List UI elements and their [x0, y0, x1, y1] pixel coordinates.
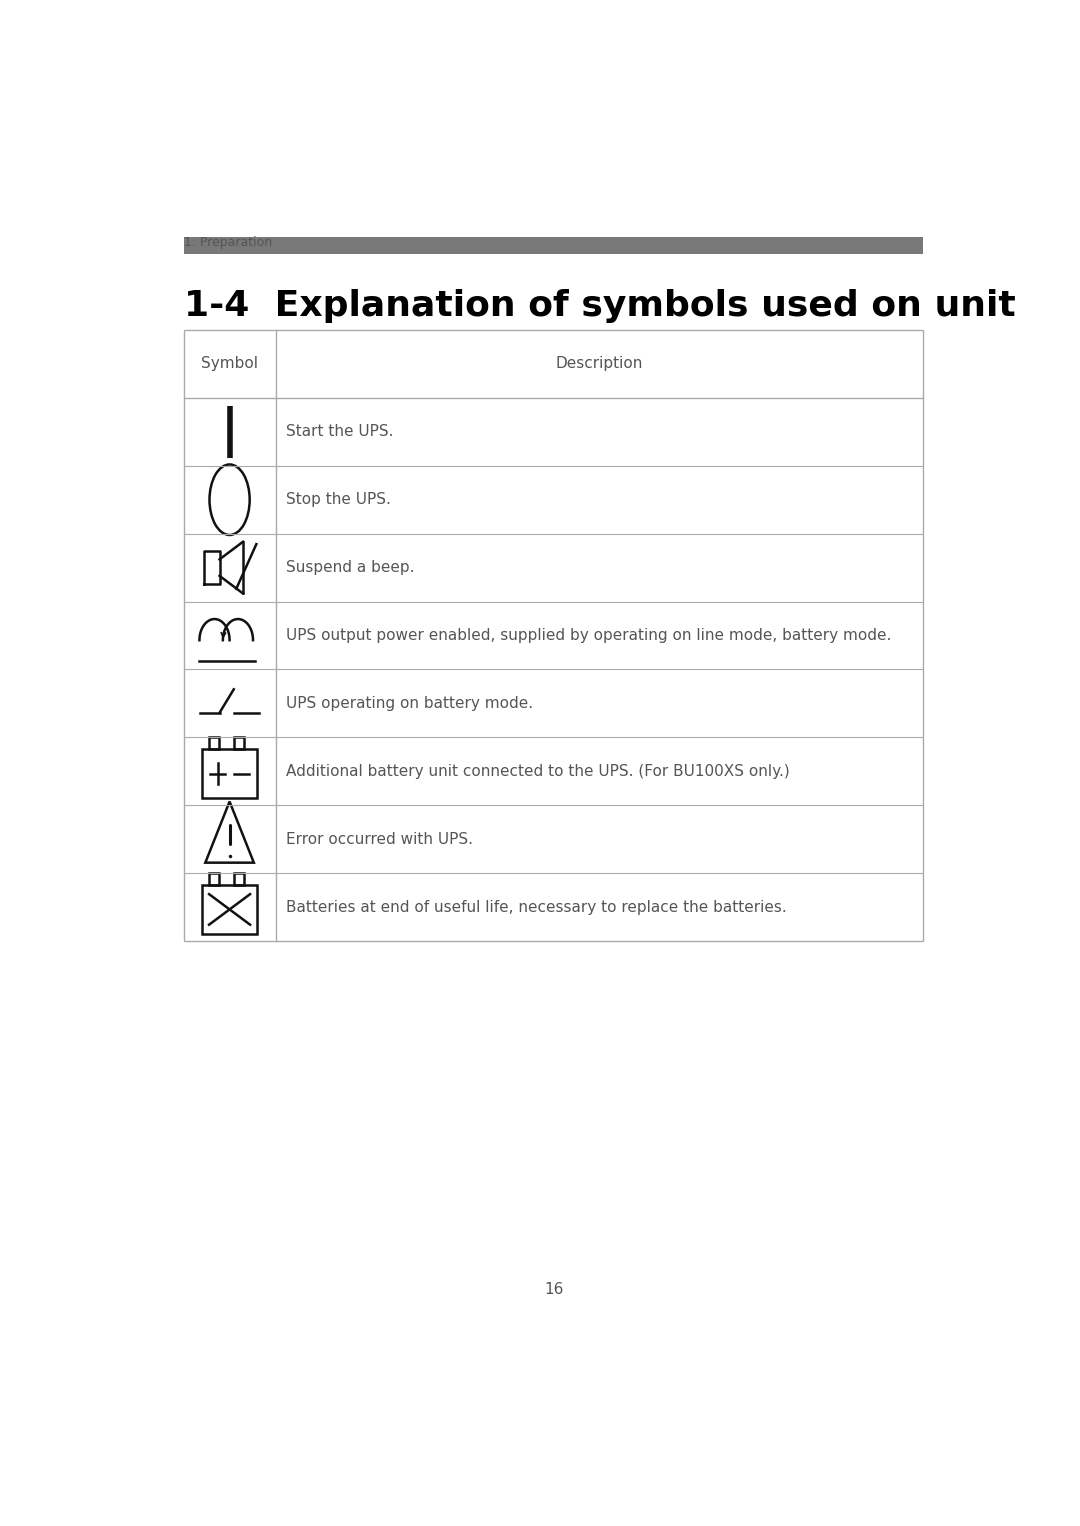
Text: UPS operating on battery mode.: UPS operating on battery mode. — [286, 696, 534, 711]
Text: 1. Preparation: 1. Preparation — [184, 237, 272, 249]
Text: 1-4  Explanation of symbols used on unit: 1-4 Explanation of symbols used on unit — [184, 288, 1015, 324]
Bar — [202, 885, 257, 934]
Bar — [210, 873, 219, 885]
Bar — [234, 737, 244, 749]
Text: Symbol: Symbol — [201, 357, 258, 371]
Bar — [202, 749, 257, 798]
Bar — [184, 330, 923, 942]
Text: 16: 16 — [544, 1282, 563, 1297]
Text: Start the UPS.: Start the UPS. — [286, 424, 394, 439]
Text: Stop the UPS.: Stop the UPS. — [286, 493, 391, 507]
Text: Batteries at end of useful life, necessary to replace the batteries.: Batteries at end of useful life, necessa… — [286, 899, 787, 914]
Bar — [184, 237, 923, 253]
Text: Suspend a beep.: Suspend a beep. — [286, 560, 415, 575]
Text: Additional battery unit connected to the UPS. (For BU100XS only.): Additional battery unit connected to the… — [286, 765, 791, 778]
Text: Description: Description — [556, 357, 644, 371]
Bar — [234, 873, 244, 885]
Text: UPS output power enabled, supplied by operating on line mode, battery mode.: UPS output power enabled, supplied by op… — [286, 629, 892, 642]
Bar — [210, 737, 219, 749]
Text: Error occurred with UPS.: Error occurred with UPS. — [286, 832, 473, 847]
